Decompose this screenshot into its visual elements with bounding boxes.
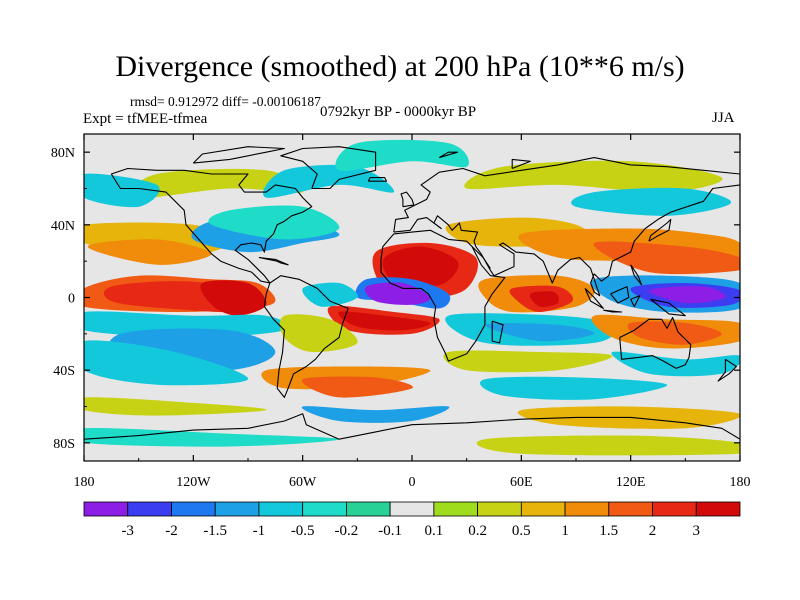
field-contour-region bbox=[208, 205, 340, 240]
field-contour-region bbox=[301, 406, 450, 423]
field-contour-region bbox=[133, 168, 304, 198]
field-contour-region bbox=[338, 311, 431, 331]
colorbar-label: 3 bbox=[693, 523, 701, 539]
lon-tick-label: 180 bbox=[730, 475, 751, 490]
coastline-segment bbox=[84, 413, 740, 440]
colorbar-label: -0.5 bbox=[291, 523, 315, 539]
colorbar-swatch bbox=[302, 501, 347, 517]
coastline-segment bbox=[192, 146, 285, 164]
stats-line: rmsd= 0.912972 diff= -0.00106187 bbox=[130, 94, 321, 109]
colorbar-swatch bbox=[520, 501, 566, 517]
coastline-segment bbox=[603, 309, 623, 313]
field-contour-region bbox=[84, 173, 160, 208]
coastline-segment bbox=[650, 298, 686, 317]
colorbar-label: 0.1 bbox=[425, 523, 444, 539]
field-layer bbox=[84, 134, 740, 461]
colorbar-swatch bbox=[83, 501, 129, 517]
field-contour-region bbox=[648, 286, 726, 304]
experiment-label: Expt = tfMEE-tfmea bbox=[83, 111, 208, 127]
colorbar-swatch bbox=[214, 501, 260, 517]
coastline-segment bbox=[630, 295, 641, 308]
coastlines bbox=[84, 146, 740, 440]
field-contour-region bbox=[87, 239, 212, 265]
lat-tick-label: 80N bbox=[51, 146, 75, 161]
colorbar-swatch bbox=[695, 501, 741, 517]
coastline-segment bbox=[393, 157, 740, 297]
coastline-segment bbox=[511, 158, 531, 170]
field-contour-region bbox=[464, 160, 723, 193]
colorbar-swatch bbox=[564, 501, 610, 517]
colorbar-swatch bbox=[477, 501, 522, 517]
coastline-segment bbox=[263, 275, 349, 398]
map-title: Divergence (smoothed) at 200 hPa (10**6 … bbox=[115, 50, 685, 83]
field-contour-region bbox=[476, 435, 740, 456]
colorbar-label: -3 bbox=[121, 523, 134, 539]
coastline-segment bbox=[110, 167, 313, 284]
lon-tick-label: 180 bbox=[74, 475, 95, 490]
coastline-segment bbox=[380, 229, 506, 362]
coastline-segment bbox=[280, 146, 377, 190]
lon-tick-label: 60E bbox=[510, 475, 533, 490]
coastline-segment bbox=[400, 191, 415, 208]
colorbar-swatch bbox=[652, 501, 697, 517]
field-contour-region bbox=[627, 321, 722, 345]
field-contour-region bbox=[611, 351, 740, 377]
colorbar-swatch bbox=[127, 501, 172, 517]
colorbar-swatch bbox=[345, 501, 391, 517]
field-contour-region bbox=[571, 187, 732, 216]
lat-tick-label: 0 bbox=[68, 292, 75, 307]
colorbar-label: 1.5 bbox=[599, 523, 618, 539]
season-label: JJA bbox=[712, 110, 735, 126]
colorbar-label: 0.5 bbox=[512, 523, 531, 539]
colorbar-swatch bbox=[258, 501, 304, 517]
coastline-segment bbox=[471, 246, 491, 269]
lon-tick-label: 60W bbox=[289, 475, 317, 490]
colorbar-label: 2 bbox=[649, 523, 657, 539]
coastline-segment bbox=[610, 286, 630, 304]
colorbar-swatch bbox=[389, 501, 435, 517]
coastline-segment bbox=[717, 358, 737, 382]
colorbar-swatch bbox=[171, 501, 216, 517]
colorbar-label: -1 bbox=[253, 523, 266, 539]
lon-tick-label: 120W bbox=[176, 475, 211, 490]
colorbar-label: -0.1 bbox=[378, 523, 402, 539]
colorbar-label: -2 bbox=[165, 523, 178, 539]
colorbar: -3 -2 -1.5 -1 -0.5 -0.2 -0.1 0.1 0.2 0.5 1 1.5 2 3 bbox=[83, 501, 741, 539]
lat-tick-label: 40N bbox=[51, 219, 75, 234]
coastline-segment bbox=[584, 288, 604, 309]
field-contour-region bbox=[529, 291, 559, 308]
field-contour-region bbox=[484, 323, 595, 342]
period-label: 0792kyr BP - 0000kyr BP bbox=[320, 104, 477, 120]
field-contour-region bbox=[382, 246, 459, 287]
colorbar-swatch bbox=[608, 501, 653, 517]
coastline-segment bbox=[367, 177, 388, 182]
coastline-segment bbox=[491, 320, 504, 344]
field-contour-region bbox=[84, 428, 340, 447]
lat-tick-label: 40S bbox=[53, 364, 75, 379]
field-contour-region bbox=[84, 397, 267, 416]
field-contour-region bbox=[335, 139, 469, 171]
field-contour-region bbox=[302, 282, 358, 307]
coastline-segment bbox=[648, 218, 672, 242]
field-contour-region bbox=[84, 340, 249, 386]
coastline-segment bbox=[619, 316, 692, 369]
coastline-segment bbox=[439, 151, 459, 159]
colorbar-label: 0.2 bbox=[468, 523, 487, 539]
colorbar-label: -1.5 bbox=[203, 523, 227, 539]
field-contour-region bbox=[301, 376, 413, 398]
field-contour-region bbox=[593, 241, 740, 275]
coastline-segment bbox=[258, 256, 289, 266]
colorbar-label: -0.2 bbox=[335, 523, 359, 539]
field-contour-region bbox=[443, 350, 613, 373]
lon-tick-label: 120E bbox=[616, 475, 646, 490]
colorbar-label: 1 bbox=[561, 523, 569, 539]
field-contour-region bbox=[279, 314, 358, 353]
coastline-segment bbox=[630, 264, 643, 286]
colorbar-swatch bbox=[433, 501, 478, 517]
field-contour-region bbox=[479, 376, 668, 400]
lat-tick-label: 80S bbox=[53, 437, 75, 452]
field-contour-region bbox=[200, 280, 267, 316]
lon-tick-label: 0 bbox=[409, 475, 416, 490]
